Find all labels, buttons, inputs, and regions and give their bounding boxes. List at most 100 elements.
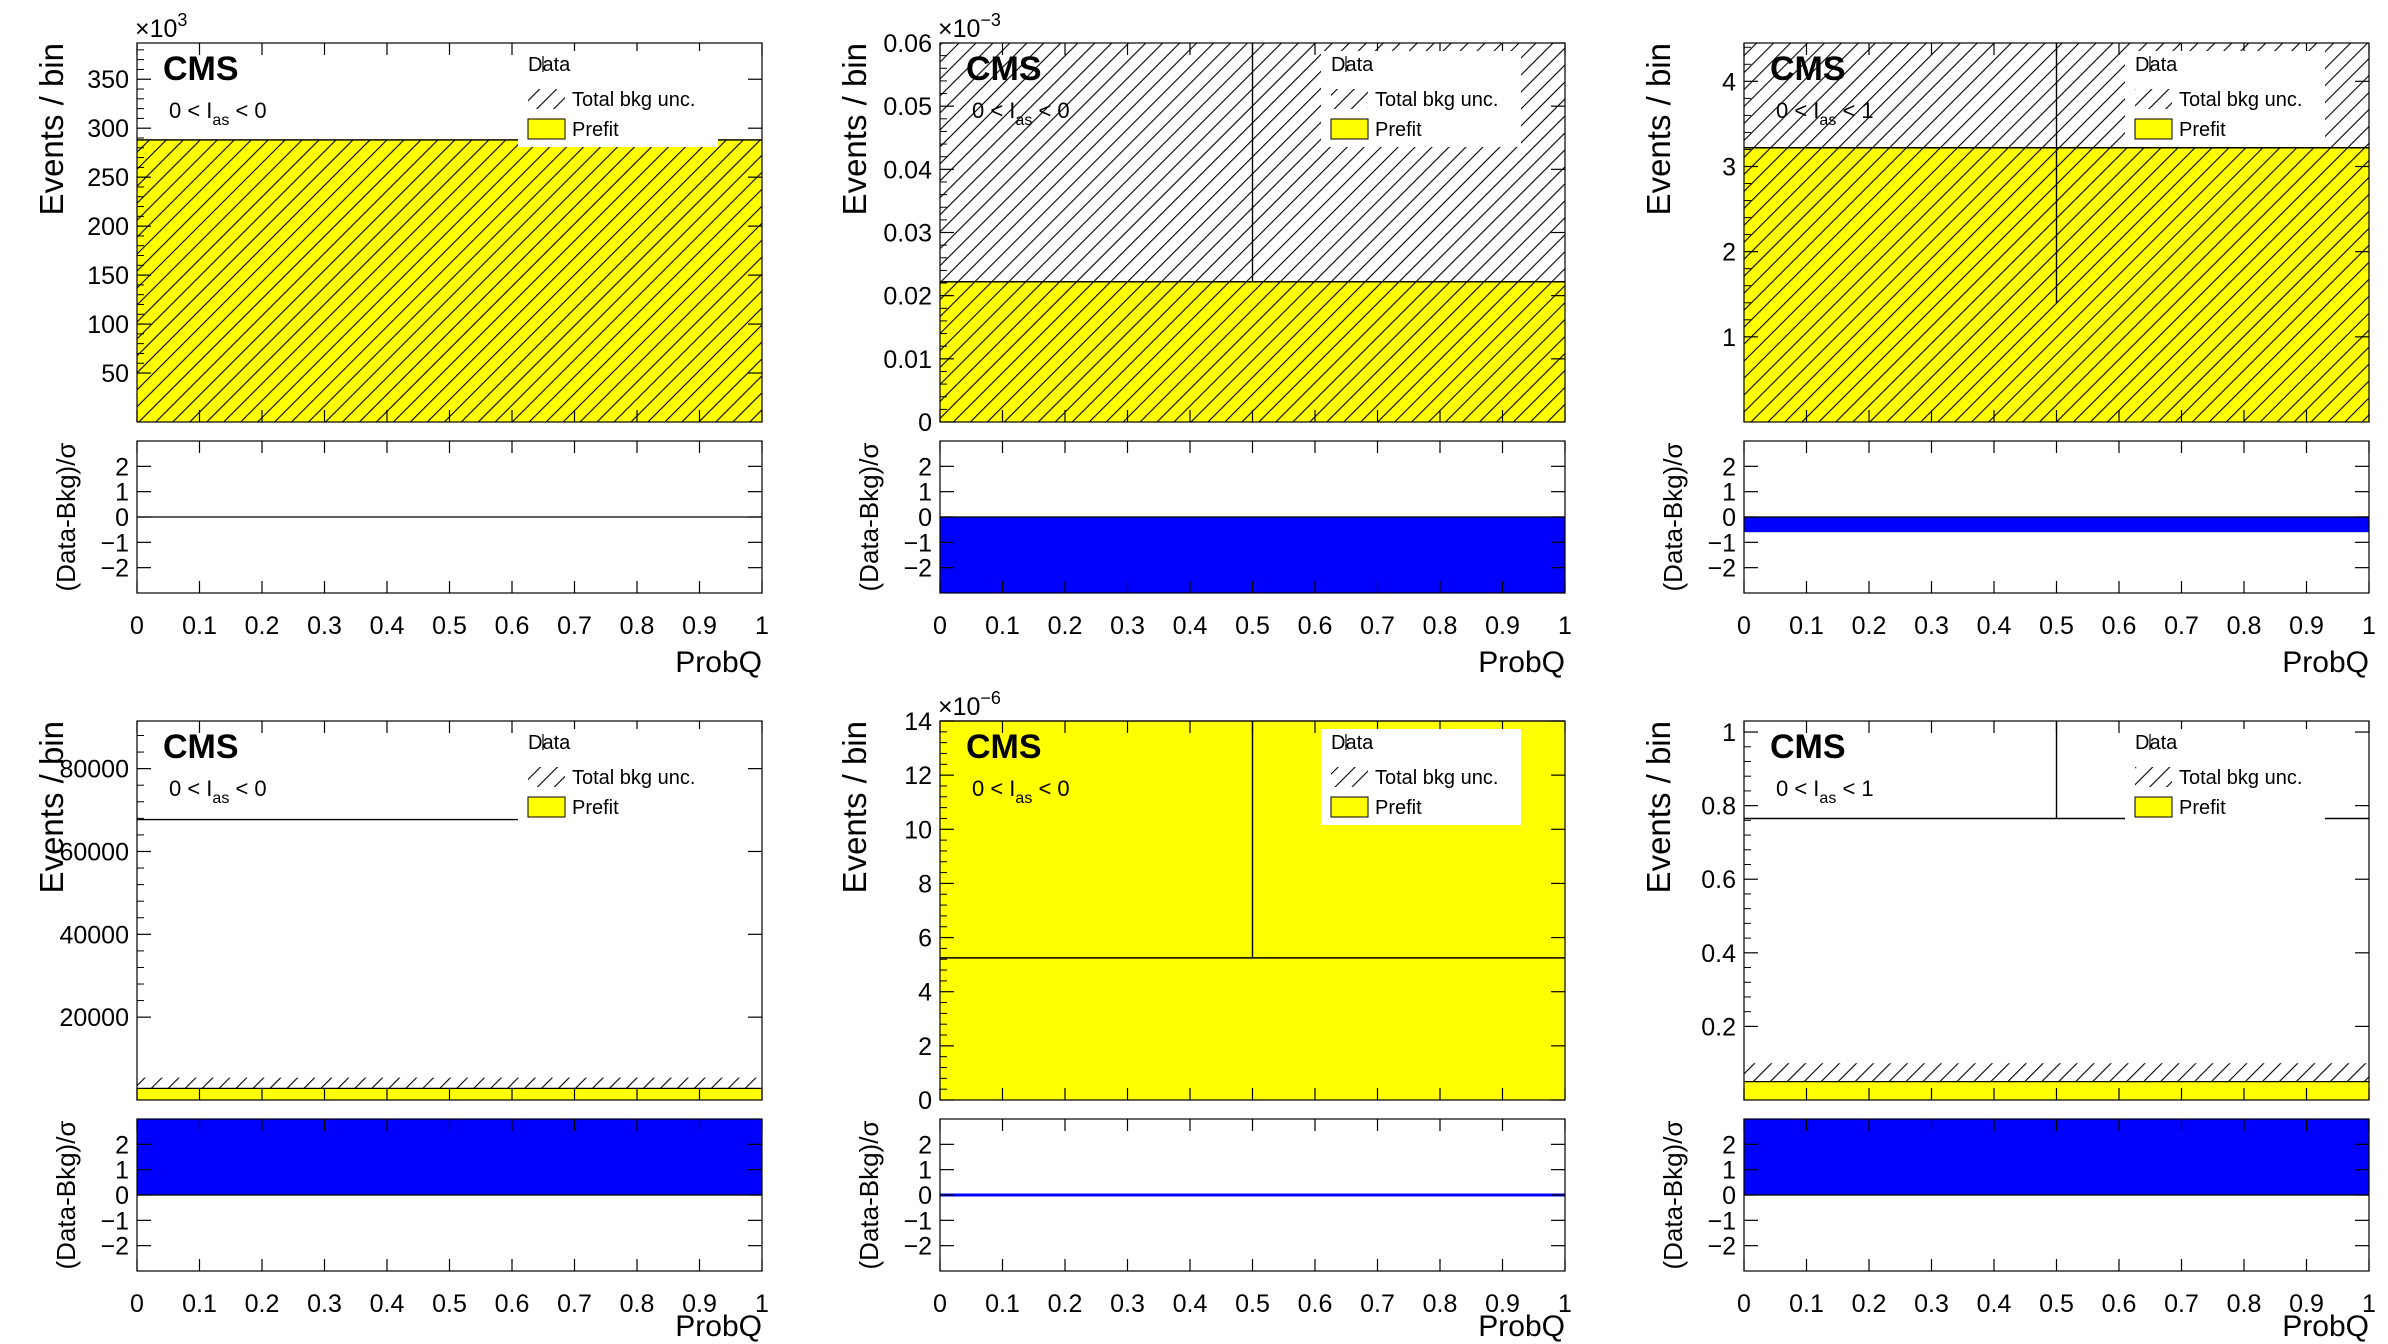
cms-label: CMS (1770, 50, 1846, 88)
y-tick-label: 80000 (59, 756, 129, 784)
legend-data-label: Data (1331, 54, 1374, 76)
legend-unc-swatch (1331, 89, 1368, 109)
y-tick-label: 12 (904, 762, 932, 790)
x-tick-label: 0 (130, 1290, 144, 1318)
ratio-y-tick-label: −2 (100, 1233, 129, 1261)
x-tick-label: 0.9 (1485, 1290, 1520, 1318)
y-tick-label: 10 (904, 816, 932, 844)
x-tick-label: 0.1 (182, 1290, 217, 1318)
ratio-y-axis-title: (Data-Bkg)/σ (854, 1121, 884, 1270)
legend-unc-label: Total bkg unc. (2179, 767, 2302, 789)
y-tick-label: 2 (1722, 239, 1736, 267)
x-tick-label: 0.8 (1423, 1290, 1458, 1318)
x-tick-label: 0.6 (2102, 612, 2137, 640)
x-tick-label: 0.4 (1173, 612, 1208, 640)
x-tick-label: 1 (2362, 1290, 2376, 1318)
ratio-y-tick-label: −1 (100, 1207, 129, 1235)
x-tick-label: 0.8 (620, 1290, 655, 1318)
x-axis-title: ProbQ (1478, 646, 1565, 679)
x-tick-label: 0.2 (1852, 612, 1887, 640)
chart-panel-top-center: 0 0.01 0.02 0.03 0.04 0.05 0.06×10−3 Events / b… (836, 10, 1572, 679)
x-tick-label: 0.4 (370, 612, 405, 640)
region-label: 0 < Ias < 0 (169, 776, 267, 807)
y-tick-label: 0.01 (883, 346, 932, 374)
x-tick-label: 0.7 (557, 1290, 592, 1318)
x-tick-label: 0.6 (2102, 1290, 2137, 1318)
y-tick-label: 4 (1722, 68, 1736, 96)
ratio-y-tick-label: 0 (115, 1182, 129, 1210)
ratio-y-tick-label: −1 (1707, 1207, 1736, 1235)
x-tick-label: 0.6 (1298, 1290, 1333, 1318)
x-tick-label: 0.2 (1048, 1290, 1083, 1318)
ratio-y-tick-label: 1 (918, 479, 932, 507)
cms-label: CMS (966, 728, 1042, 766)
legend-prefit-label: Prefit (2179, 119, 2226, 141)
y-tick-label: 0.8 (1701, 793, 1736, 821)
y-tick-label: 2 (918, 1033, 932, 1061)
y-exponent: ×10−3 (938, 10, 1001, 43)
ratio-y-tick-label: −1 (1707, 529, 1736, 557)
legend-prefit-swatch (527, 118, 566, 140)
x-tick-label: 0.8 (2227, 612, 2262, 640)
ratio-y-tick-label: 1 (918, 1157, 932, 1185)
x-tick-label: 0.9 (2289, 612, 2324, 640)
x-tick-label: 0.3 (1914, 612, 1949, 640)
region-label: 0 < Ias < 1 (1776, 776, 1874, 807)
cms-label: CMS (966, 50, 1042, 88)
ratio-bar (1744, 517, 2369, 533)
ratio-y-tick-label: −1 (903, 529, 932, 557)
unc-band (137, 1077, 762, 1089)
x-tick-label: 0 (933, 612, 947, 640)
y-tick-label: 0 (918, 409, 932, 437)
x-tick-label: 0.5 (432, 1290, 467, 1318)
legend-unc-swatch (2135, 767, 2172, 787)
ratio-y-tick-label: −2 (903, 555, 932, 583)
unc-band (137, 139, 762, 422)
x-tick-label: 0.9 (682, 1290, 717, 1318)
y-axis-title: Events / bin (1640, 721, 1677, 893)
x-tick-label: 1 (755, 612, 769, 640)
x-tick-label: 1 (1558, 612, 1572, 640)
ratio-y-tick-label: −1 (903, 1207, 932, 1235)
x-axis-title: ProbQ (2282, 1310, 2369, 1343)
legend-unc-swatch (528, 89, 565, 109)
x-axis-title: ProbQ (1478, 1310, 1565, 1343)
ratio-y-tick-label: −2 (903, 1233, 932, 1261)
ratio-y-tick-label: 1 (115, 479, 129, 507)
ratio-bar (940, 517, 1565, 593)
y-tick-label: 350 (87, 66, 129, 94)
y-axis-title: Events / bin (836, 721, 873, 893)
legend-prefit-swatch (1330, 118, 1369, 140)
cms-label: CMS (163, 50, 239, 88)
legend-prefit-label: Prefit (1375, 797, 1422, 819)
cms-label: CMS (163, 728, 239, 766)
ratio-y-tick-label: 0 (1722, 1182, 1736, 1210)
legend-unc-swatch (1331, 767, 1368, 787)
y-tick-label: 0.6 (1701, 866, 1736, 894)
y-tick-label: 6 (918, 925, 932, 953)
legend-unc-label: Total bkg unc. (572, 89, 695, 111)
ratio-y-tick-label: 2 (1722, 453, 1736, 481)
y-exponent: ×103 (135, 10, 187, 43)
y-tick-label: 50 (101, 360, 129, 388)
ratio-y-tick-label: 1 (1722, 1157, 1736, 1185)
x-tick-label: 0.3 (1110, 1290, 1145, 1318)
ratio-y-tick-label: −1 (100, 529, 129, 557)
ratio-y-tick-label: 1 (1722, 479, 1736, 507)
y-tick-label: 8 (918, 870, 932, 898)
legend-prefit-label: Prefit (2179, 797, 2226, 819)
legend-unc-swatch (528, 767, 565, 787)
ratio-y-tick-label: 0 (918, 1182, 932, 1210)
x-tick-label: 0.9 (2289, 1290, 2324, 1318)
y-axis-title: Events / bin (836, 43, 873, 215)
x-tick-label: 0 (130, 612, 144, 640)
region-label: 0 < Ias < 1 (1776, 98, 1874, 129)
x-tick-label: 0.3 (307, 612, 342, 640)
unc-band (1744, 1063, 2369, 1082)
y-tick-label: 40000 (59, 921, 129, 949)
ratio-y-axis-title: (Data-Bkg)/σ (1658, 1121, 1688, 1270)
